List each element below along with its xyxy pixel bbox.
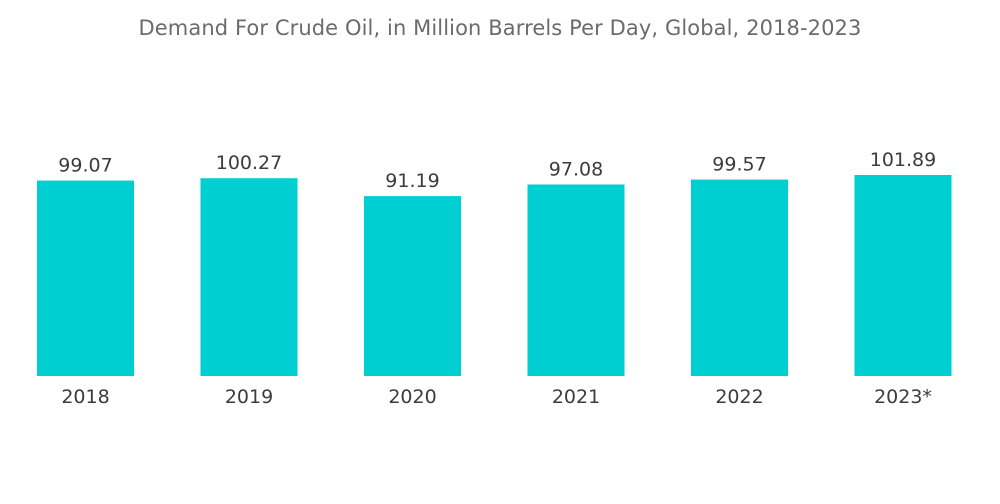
x-tick-label: 2018 bbox=[61, 386, 109, 408]
value-labels-group: 99.07 100.27 91.19 97.08 99.57 101.89 bbox=[58, 149, 936, 192]
value-label: 100.27 bbox=[216, 152, 282, 174]
bar-2020 bbox=[364, 196, 461, 376]
bars-group bbox=[37, 175, 952, 376]
value-label: 101.89 bbox=[870, 149, 936, 171]
x-tick-label: 2021 bbox=[552, 386, 600, 408]
value-label: 99.57 bbox=[712, 154, 766, 176]
value-label: 97.08 bbox=[549, 158, 603, 180]
chart-title: Demand For Crude Oil, in Million Barrels… bbox=[138, 16, 862, 40]
bar-2023 bbox=[854, 175, 952, 376]
bar-2019 bbox=[200, 178, 298, 376]
x-tick-label: 2022 bbox=[715, 386, 763, 408]
bar-2021 bbox=[527, 184, 625, 376]
x-tick-label: 2023* bbox=[874, 386, 932, 408]
value-label: 91.19 bbox=[385, 170, 439, 192]
bar-2018 bbox=[37, 180, 134, 376]
bar-2022 bbox=[691, 179, 788, 376]
x-axis-ticks: 2018 2019 2020 2021 2022 2023* bbox=[61, 386, 932, 408]
x-tick-label: 2020 bbox=[388, 386, 436, 408]
value-label: 99.07 bbox=[58, 155, 112, 177]
x-tick-label: 2019 bbox=[225, 386, 273, 408]
